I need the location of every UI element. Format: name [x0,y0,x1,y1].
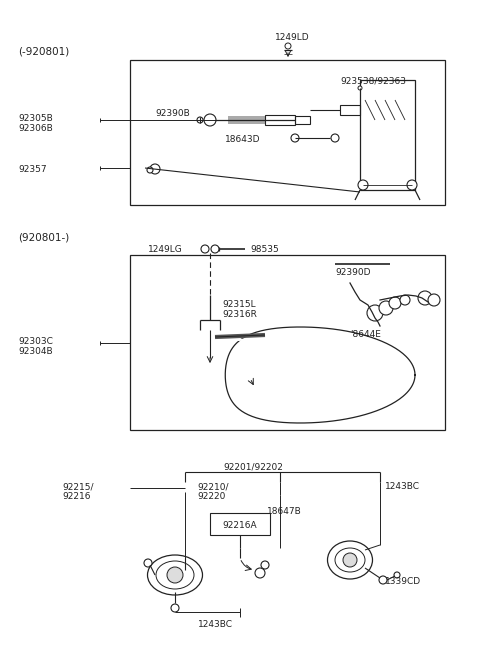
Circle shape [394,572,400,578]
Circle shape [418,291,432,305]
Circle shape [367,305,383,321]
Text: 1249LG: 1249LG [148,245,183,254]
Circle shape [389,297,401,309]
Circle shape [285,43,291,49]
Circle shape [255,568,265,578]
Circle shape [211,245,219,253]
Text: (-920801): (-920801) [18,46,69,56]
Bar [265,115,295,125]
Circle shape [167,567,183,583]
Text: 92210/: 92210/ [197,482,228,491]
Circle shape [147,167,153,173]
Text: 92216A: 92216A [223,521,257,530]
Circle shape [358,180,368,190]
Circle shape [331,134,339,142]
Text: 1249LD: 1249LD [275,33,310,42]
Text: 92220: 92220 [197,492,226,501]
Circle shape [428,294,440,306]
Text: 92305B: 92305B [18,114,53,123]
Bar [130,255,445,430]
Text: 92357: 92357 [18,165,47,174]
Text: 923538/92363: 923538/92363 [340,77,406,86]
Circle shape [150,164,160,174]
Text: 1243BC: 1243BC [385,482,420,491]
Text: 92390B: 92390B [155,109,190,118]
Text: 92390D: 92390D [335,268,371,277]
Text: 92316R: 92316R [222,310,257,319]
Bar [340,105,360,115]
Bar [228,116,265,124]
Circle shape [379,301,393,315]
Bar [360,80,415,190]
Text: 1243BC: 1243BC [197,620,232,629]
Text: 92315L: 92315L [222,300,256,309]
Circle shape [201,245,209,253]
Circle shape [291,134,299,142]
Circle shape [379,576,387,584]
Bar [130,60,445,205]
Text: 18647B: 18647B [267,507,302,516]
Text: '8644E: '8644E [350,330,381,339]
Circle shape [400,295,410,305]
Circle shape [197,117,203,123]
Circle shape [261,561,269,569]
Circle shape [171,604,179,612]
Text: 92216: 92216 [62,492,91,501]
Circle shape [358,86,362,90]
Text: 92304B: 92304B [18,347,53,356]
Text: 92303C: 92303C [18,337,53,346]
Circle shape [407,180,417,190]
Circle shape [144,559,152,567]
Text: 92306B: 92306B [18,124,53,133]
Circle shape [204,114,216,126]
Text: 92201/92202: 92201/92202 [223,462,283,471]
Text: (920801-): (920801-) [18,233,69,243]
Text: 18643D: 18643D [225,135,261,144]
Circle shape [343,553,357,567]
Bar [210,513,270,535]
Text: 1339CD: 1339CD [385,577,421,586]
Text: 98535: 98535 [250,245,279,254]
Text: 92215/: 92215/ [62,482,94,491]
Bar [295,116,310,124]
